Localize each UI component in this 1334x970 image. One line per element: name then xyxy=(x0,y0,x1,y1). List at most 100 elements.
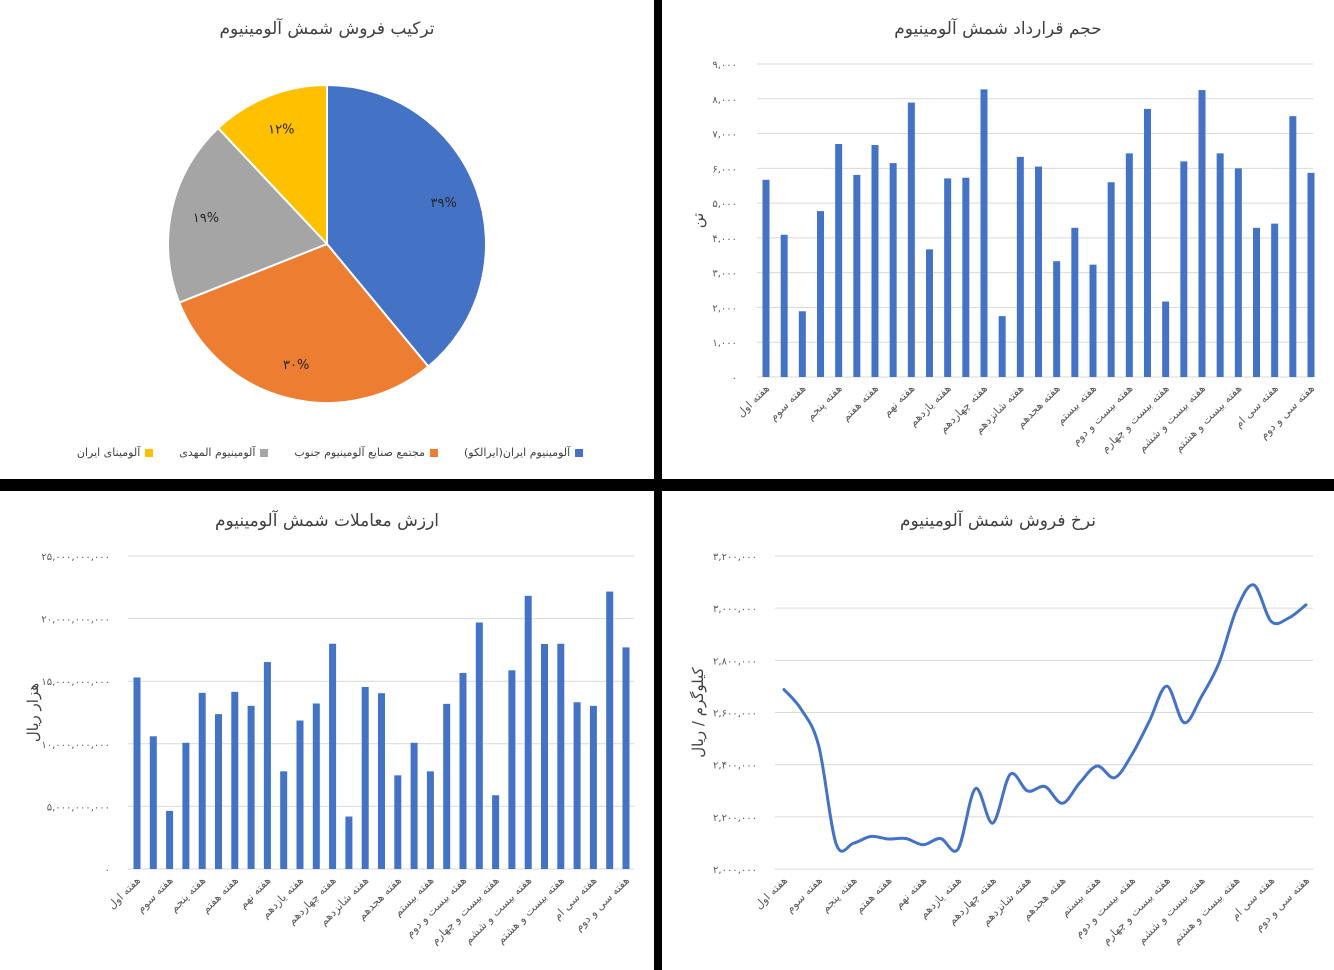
y-tick-label: ۲,۲۰۰,۰۰۰ xyxy=(713,813,757,824)
bar xyxy=(1216,153,1224,377)
y-tick-label: ۲۵,۰۰۰,۰۰۰,۰۰۰ xyxy=(41,552,110,563)
bar xyxy=(541,644,548,869)
bar xyxy=(980,89,988,377)
legend-swatch xyxy=(575,448,584,457)
bar xyxy=(182,742,190,869)
y-axis-title: کیلوگرم / ریال xyxy=(689,666,707,757)
legend-label: آلومینیوم ایران(ایرالکو) xyxy=(463,446,571,459)
bar xyxy=(459,672,467,869)
bar xyxy=(589,705,597,869)
bar xyxy=(312,703,320,869)
pie-slice xyxy=(167,126,329,304)
bar xyxy=(149,736,157,869)
bar xyxy=(817,211,824,377)
bar xyxy=(762,179,770,377)
bar xyxy=(329,643,337,869)
y-tick-label: ۸,۰۰۰ xyxy=(712,95,737,106)
bar xyxy=(871,145,879,377)
y-tick-label: ۵,۰۰۰ xyxy=(712,199,737,210)
legend-label: آلومینیوم المهدی xyxy=(179,446,256,459)
legend-swatch xyxy=(429,448,438,457)
bar xyxy=(1271,223,1279,377)
legend-swatch xyxy=(260,448,269,457)
bar xyxy=(835,143,843,377)
y-tick-label: ۲,۴۰۰,۰۰۰ xyxy=(713,761,757,772)
bar xyxy=(557,643,565,869)
bar xyxy=(1071,227,1079,377)
y-tick-label: ۰ xyxy=(732,373,737,384)
pie-slice xyxy=(177,242,430,404)
y-axis-title: هزار ریال xyxy=(24,683,42,742)
pie-slice xyxy=(326,83,487,368)
bar xyxy=(1089,264,1097,377)
bar xyxy=(1289,116,1297,378)
y-tick-label: ۳,۰۰۰,۰۰۰ xyxy=(713,604,757,615)
bar xyxy=(198,692,206,869)
bar xyxy=(1253,227,1260,377)
bar xyxy=(524,595,532,869)
bar xyxy=(378,693,385,869)
bar xyxy=(780,234,788,377)
panel-price xyxy=(662,491,1334,970)
legend-item-alumina: آلومینای ایران xyxy=(76,446,154,459)
bar xyxy=(573,702,581,869)
legend-item-almahdi: آلومینیوم المهدی xyxy=(179,446,269,459)
legend-label: مجتمع صنایع آلومینیوم جنوب xyxy=(294,446,425,459)
bar xyxy=(394,775,402,869)
bar xyxy=(1053,261,1061,377)
bar xyxy=(280,771,288,869)
pie-legend: آلومینیوم ایران(ایرالکو) مجتمع صنایع آلو… xyxy=(60,446,600,459)
bar xyxy=(345,816,353,869)
legend-swatch xyxy=(145,448,154,457)
y-tick-label: ۷,۰۰۰ xyxy=(712,130,737,141)
bar xyxy=(622,647,630,869)
bar xyxy=(998,316,1006,377)
bar xyxy=(166,810,174,869)
bar xyxy=(443,703,451,869)
bar xyxy=(492,795,500,869)
bar xyxy=(1180,161,1188,377)
bar xyxy=(798,311,806,377)
y-axis-title: تن xyxy=(689,213,707,229)
chart-title: ترکیب فروش شمش آلومینیوم xyxy=(220,17,435,39)
legend-item-iralco: آلومینیوم ایران(ایرالکو) xyxy=(463,446,584,459)
bar xyxy=(1307,172,1315,377)
y-tick-label: ۹,۰۰۰ xyxy=(712,60,737,71)
bar xyxy=(1144,108,1151,377)
bar xyxy=(1125,153,1133,377)
pie-data-label: ۱۲% xyxy=(268,123,294,138)
bar xyxy=(944,178,952,377)
pie-data-label: ۳۰% xyxy=(283,358,309,373)
y-tick-label: ۲,۸۰۰,۰۰۰ xyxy=(713,656,757,667)
chart-title: ارزش معاملات شمش آلومینیوم xyxy=(215,509,439,531)
bar xyxy=(1016,156,1024,377)
bar xyxy=(1035,166,1042,377)
pie-data-label: ۱۹% xyxy=(193,211,219,226)
y-tick-label: ۲,۶۰۰,۰۰۰ xyxy=(713,709,757,720)
y-tick-label: ۶,۰۰۰ xyxy=(712,164,737,175)
y-tick-label: ۳,۲۰۰,۰۰۰ xyxy=(713,552,757,563)
chart-title: نرخ فروش شمش آلومینیوم xyxy=(900,509,1096,531)
bar xyxy=(133,677,141,869)
pie-slice xyxy=(216,83,328,247)
bar xyxy=(907,102,915,377)
bar xyxy=(410,742,418,869)
y-tick-label: ۳,۰۰۰ xyxy=(712,269,737,280)
bar xyxy=(361,686,369,869)
legend-item-south: مجتمع صنایع آلومینیوم جنوب xyxy=(294,446,438,459)
bar xyxy=(1198,90,1206,377)
bar xyxy=(508,670,516,869)
legend-label: آلومینای ایران xyxy=(76,446,141,459)
bar xyxy=(426,771,434,869)
pie-data-label: ۳۹% xyxy=(431,196,457,211)
y-tick-label: ۵,۰۰۰,۰۰۰,۰۰۰ xyxy=(47,802,110,813)
chart-title: حجم قرارداد شمش آلومینیوم xyxy=(894,17,1102,39)
bar xyxy=(475,622,483,869)
y-tick-label: ۲,۰۰۰ xyxy=(712,303,737,314)
bar xyxy=(1107,182,1115,377)
bar xyxy=(247,705,255,869)
bar xyxy=(889,163,897,377)
bar xyxy=(926,249,933,377)
y-tick-label: ۴,۰۰۰ xyxy=(712,234,737,245)
